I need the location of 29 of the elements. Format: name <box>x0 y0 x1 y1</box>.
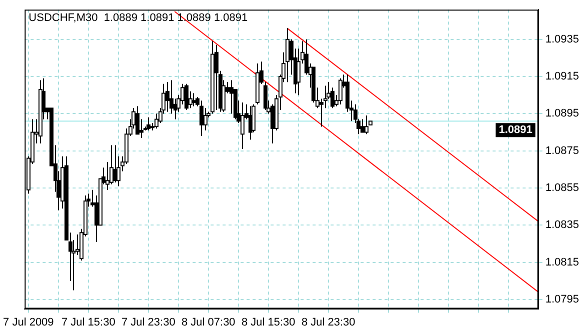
candlestick <box>214 44 218 110</box>
candlestick <box>184 83 188 110</box>
candlestick <box>146 116 150 131</box>
x-tick-label: 7 Jul 2009 <box>3 316 54 328</box>
candlestick <box>286 28 290 83</box>
y-tick-label: 1.0855 <box>545 182 580 194</box>
candlestick <box>200 100 204 136</box>
x-tick-label: 7 Jul 23:30 <box>121 316 176 328</box>
x-tick-label: 8 Jul 15:30 <box>241 316 296 328</box>
x-tick-label: 8 Jul 23:30 <box>301 316 356 328</box>
candlestick <box>192 92 196 107</box>
y-tick-label: 1.0835 <box>545 219 580 232</box>
candlestick <box>204 108 208 131</box>
candlestick <box>136 106 140 135</box>
y-tick-label: 1.0935 <box>545 33 580 46</box>
candlestick <box>230 80 234 114</box>
x-tick-label: 7 Jul 15:30 <box>61 316 116 328</box>
y-tick-label: 1.0795 <box>545 294 580 306</box>
candlestick <box>166 82 170 112</box>
x-tick-label: 8 Jul 07:30 <box>181 316 236 328</box>
y-tick-label: 1.0895 <box>545 108 580 120</box>
candlestick <box>338 78 342 105</box>
y-tick-label: 1.0915 <box>545 70 580 83</box>
candlestick <box>364 115 368 135</box>
ref-line-label: 1.0891 <box>498 124 532 136</box>
y-tick-label: 1.0875 <box>545 144 580 157</box>
y-tick-label: 1.0815 <box>545 256 580 268</box>
candlestick <box>360 118 364 133</box>
candlestick <box>240 102 244 150</box>
